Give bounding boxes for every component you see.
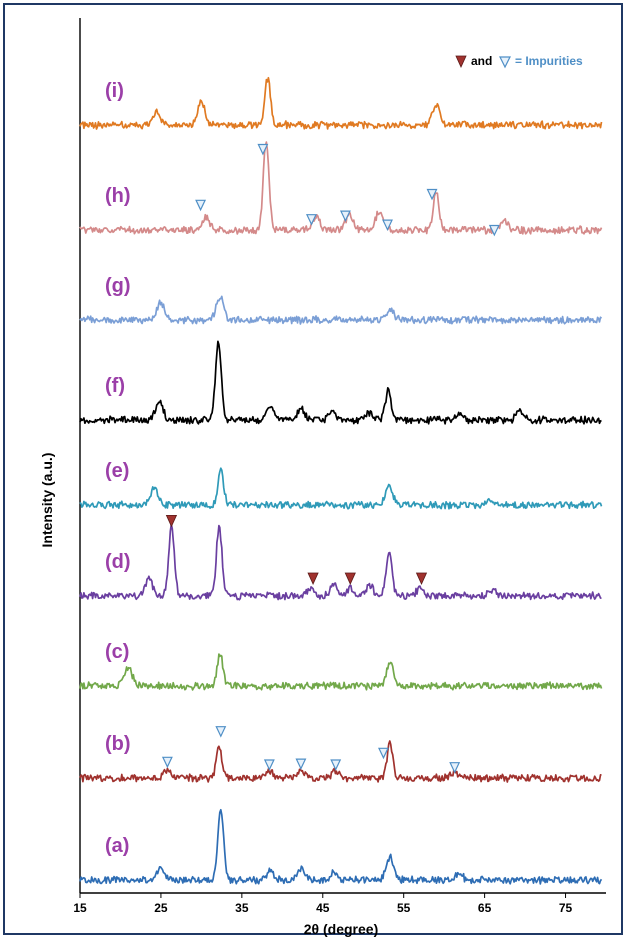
legend-and-text: and [471,54,492,68]
open-triangle-marker [257,143,269,156]
open-triangle-marker [305,214,317,226]
series-label: (g) [105,275,131,297]
series-line [79,523,602,601]
open-triangle-marker [488,224,500,237]
series-label: (f) [105,375,125,397]
series-label: (i) [105,80,124,102]
open-triangle-marker [195,199,207,212]
open-triangle-marker [295,758,307,771]
series-line [79,808,603,885]
series-line [79,141,603,235]
series-line [79,467,603,510]
x-tick-label: 15 [73,901,87,915]
legend-open-triangle-icon [499,56,511,69]
series-line [79,76,603,130]
filled-triangle-marker [415,572,428,585]
series-line [79,740,602,783]
open-triangle-marker [161,756,173,769]
series-line [79,340,602,425]
x-tick-label: 45 [316,901,330,915]
open-triangle-marker [263,759,275,771]
series-line [79,653,603,691]
legend-filled-triangle-icon [455,55,467,68]
legend: and = Impurities [455,54,583,69]
series-label: (d) [105,551,131,573]
x-tick-label: 55 [397,901,411,915]
marker-layer [161,143,500,774]
open-triangle-marker [339,210,351,223]
x-tick-label: 65 [478,901,492,915]
series-label: (a) [105,835,129,857]
series-label: (e) [105,460,129,482]
open-triangle-marker [382,219,393,232]
axes: 15 25 35 45 55 65 75 [73,18,606,915]
open-triangle-marker [215,726,227,738]
filled-triangle-marker [344,572,356,585]
open-triangle-marker [426,188,438,201]
series-layer [79,76,603,885]
series-line [79,295,603,325]
filled-triangle-marker [307,572,319,585]
filled-triangle-marker [165,515,178,528]
x-axis-title: 2θ (degree) [304,921,378,937]
open-triangle-marker [330,759,342,771]
open-triangle-marker [449,762,461,774]
series-label: (c) [105,641,129,663]
series-label: (h) [105,185,131,207]
open-triangle-marker [378,747,389,760]
x-tick-label: 75 [559,901,573,915]
chart-frame [3,3,623,935]
y-axis-title: Intensity (a.u.) [39,453,55,548]
legend-impurities-text: = Impurities [515,54,583,68]
series-label: (b) [105,733,131,755]
x-tick-label: 35 [235,901,249,915]
x-tick-label: 25 [154,901,168,915]
label-layer: (a) (b) (c) (d) (e) (f) (g) (h) (i) [105,80,131,857]
